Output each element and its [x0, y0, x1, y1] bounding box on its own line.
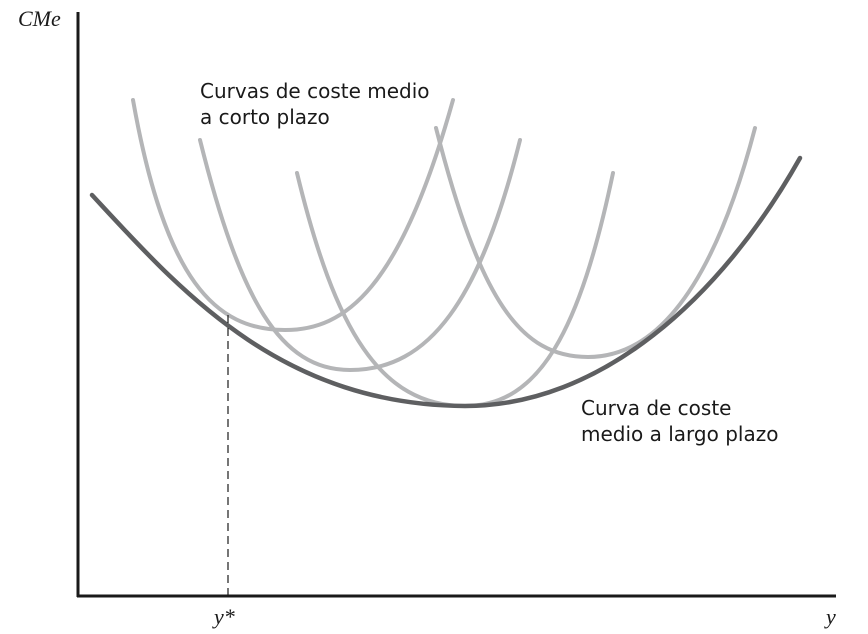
short-run-curve-4: [434, 126, 757, 360]
long-run-label-line-2: medio a largo plazo: [581, 422, 778, 446]
long-run-label-line-1: Curva de coste: [581, 396, 731, 420]
short-run-curve-2: [198, 138, 522, 373]
short-run-label-line-2: a corto plazo: [200, 105, 330, 129]
x-axis-label: y: [824, 604, 836, 629]
y-axis-label: CMe: [18, 6, 61, 31]
short-run-label-line-1: Curvas de coste medio: [200, 79, 430, 103]
y-star-label: y*: [212, 604, 235, 629]
short-run-curve-1: [131, 98, 455, 333]
long-run-curve: [89, 155, 803, 409]
